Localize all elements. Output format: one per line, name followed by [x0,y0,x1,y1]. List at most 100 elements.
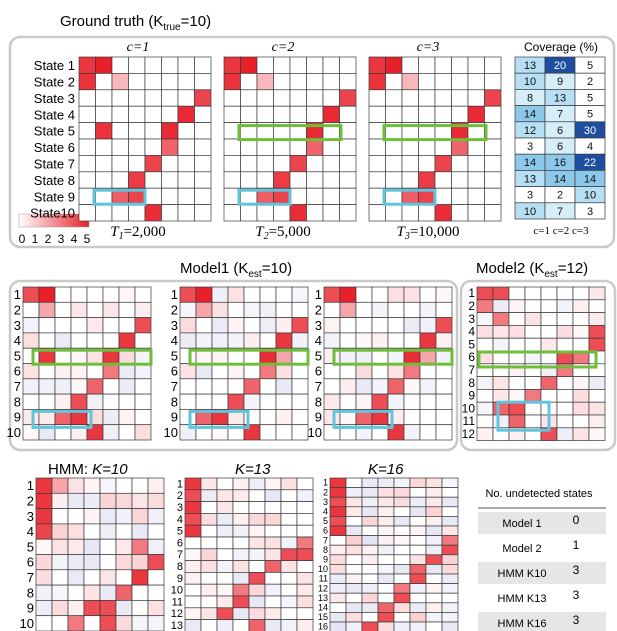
cyan-highlight-box [92,188,147,206]
heatmap-cell [403,393,421,410]
heatmap-cell [289,89,307,107]
heatmap-cell [403,378,421,395]
heatmap-cell [243,363,261,380]
heatmap-cell [291,317,309,334]
heatmap-cell [102,301,120,318]
heatmap-cell [345,535,363,546]
row-label: 5 [315,348,322,363]
heatmap-cell [329,525,347,536]
row-label: 5 [14,348,21,363]
heatmap-cell [435,424,453,441]
heatmap-cell [409,516,427,527]
row-label: 2 [171,303,178,318]
heatmap-cell [95,155,113,173]
heatmap-cell [128,73,146,91]
heatmap-cell [339,286,357,303]
heatmap-cell [451,187,469,205]
heatmap-cell [441,525,459,536]
heatmap-cell [99,523,117,540]
heatmap-cell [78,155,96,173]
cyan-highlight-box [332,409,394,429]
heatmap-cell [248,619,266,631]
heatmap-cell [195,286,213,303]
heatmap-cell [322,105,340,123]
heatmap-cell [425,535,443,546]
row-label: 2 [14,303,21,318]
heatmap-cell [435,378,453,395]
heatmap-cell [78,122,96,140]
heatmap-cell [441,496,459,508]
coverage-value: 22 [584,157,596,169]
heatmap-cell [418,73,436,91]
heatmap-cell [99,554,117,571]
heatmap-cell [418,56,436,74]
heatmap-cell [118,332,136,349]
heatmap-cell [70,393,88,410]
heatmap-cell [339,301,357,318]
heatmap-cell [409,525,427,536]
colorbar-tick: 1 [32,232,39,246]
row-label: 13 [171,620,183,631]
heatmap-cell [476,389,494,403]
heatmap-cell [38,393,56,410]
heatmap-cell [572,427,590,441]
model1-matrix [22,286,152,441]
heatmap-cell [403,286,421,303]
heatmap-cell [419,378,437,395]
heatmap-cell [289,155,307,173]
heatmap-cell [67,600,85,617]
heatmap-cell [393,612,411,623]
heatmap-cell [296,524,314,538]
heatmap-cell [401,89,419,107]
heatmap-cell [345,592,363,604]
heatmap-cell [200,560,218,573]
heatmap-cell [377,583,395,594]
heatmap-cell [184,501,202,514]
heatmap-cell [339,105,357,123]
heatmap-cell [377,602,395,613]
coverage-title: Coverage (%) [524,40,598,54]
heatmap-cell [441,592,459,604]
row-label: 2 [323,487,328,497]
heatmap-cell [227,286,245,303]
heatmap-cell [161,122,179,140]
row-label: 1 [27,478,34,493]
heatmap-cell [131,477,149,494]
heatmap-cell [296,513,314,526]
heatmap-cell [291,393,309,410]
cyan-highlight-box [31,409,93,429]
heatmap-cell [492,299,510,313]
heatmap-cell [572,414,590,429]
heatmap-cell [102,363,120,380]
heatmap-cell [147,492,165,509]
undetected-row-value: 0 [573,513,580,527]
heatmap-cell [275,363,293,380]
heatmap-cell [451,171,469,189]
heatmap-cell [377,496,395,508]
hmm-k13-matrix [184,477,314,631]
heatmap-cell [484,138,502,156]
row-label: 5 [27,539,34,554]
heatmap-cell [345,583,363,594]
heatmap-cell [67,477,85,494]
heatmap-cell [216,501,234,514]
heatmap-cell [248,548,266,561]
heatmap-cell [345,496,363,508]
heatmap-cell [476,286,494,301]
row-label: 8 [177,561,183,573]
undetected-row-value: 3 [573,588,580,602]
heatmap-cell [387,363,405,380]
heatmap-cell [339,155,357,173]
heatmap-cell [134,332,152,349]
row-label: 10 [7,425,21,440]
heatmap-cell [467,204,485,222]
coverage-value: 7 [557,206,563,218]
heatmap-cell [111,171,129,189]
heatmap-cell [572,325,590,339]
heatmap-cell [83,615,101,631]
undetected-header: No. undetected states [485,488,593,500]
row-label: 8 [468,376,475,390]
heatmap-cell [434,171,452,189]
